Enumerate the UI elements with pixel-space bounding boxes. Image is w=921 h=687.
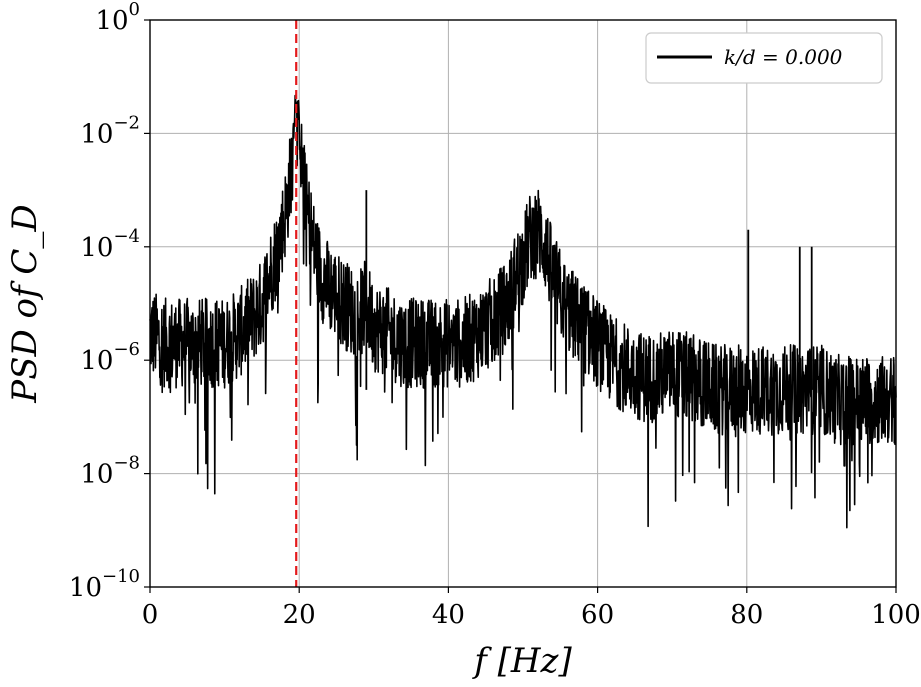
x-axis-title: f [Hz]	[471, 641, 572, 681]
y-tick-base: 10	[80, 346, 113, 376]
y-tick-label: 100	[95, 0, 140, 36]
y-axis-title: PSD of C_D	[5, 204, 45, 403]
series-line-psd	[149, 94, 897, 529]
x-tick-label: 60	[581, 600, 614, 630]
plot-frame	[149, 19, 897, 588]
y-tick-exponent: −4	[113, 226, 140, 247]
y-tick-base: 10	[69, 573, 102, 603]
x-tick-label: 100	[871, 600, 921, 630]
y-tick-label: 10−8	[80, 453, 140, 490]
series-layer	[149, 94, 897, 529]
y-tick-label: 10−6	[80, 339, 140, 376]
legend-box	[645, 32, 883, 84]
y-tick-exponent: −2	[113, 112, 140, 133]
y-tick-exponent: −6	[113, 339, 140, 360]
y-tick-base: 10	[80, 460, 113, 490]
x-tick-label: 0	[142, 600, 159, 630]
x-tick-labels: 0 20 40 60 80 100	[142, 600, 921, 630]
y-tick-label: 10−2	[80, 112, 140, 149]
y-tick-label: 10−4	[80, 226, 140, 263]
x-tick-label: 80	[730, 600, 763, 630]
y-tick-exponent: −8	[113, 453, 140, 474]
y-tick-base: 10	[80, 119, 113, 149]
y-tick-base: 10	[80, 233, 113, 263]
y-tick-label: 10−10	[69, 566, 140, 603]
legend-entry-label: k/d = 0.000	[724, 45, 843, 69]
tick-marks	[144, 19, 897, 593]
x-tick-label: 40	[432, 600, 465, 630]
x-tick-label: 20	[283, 600, 316, 630]
y-tick-exponent: 0	[129, 0, 140, 20]
y-tick-base: 10	[95, 6, 128, 36]
legend: k/d = 0.000	[645, 32, 883, 84]
y-tick-exponent: −10	[102, 566, 140, 587]
